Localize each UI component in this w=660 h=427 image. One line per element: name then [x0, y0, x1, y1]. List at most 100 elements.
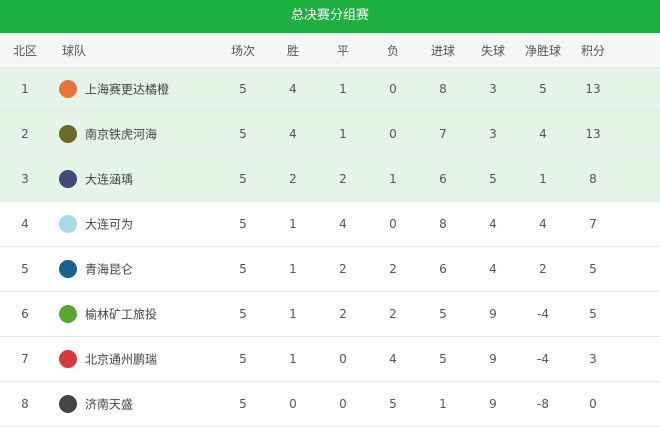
- col-team: 球队: [50, 33, 218, 67]
- col-won: 胜: [268, 33, 318, 67]
- table-row[interactable]: 6 榆林矿工旅投 5 1 2 2 5 9 -4 5: [0, 291, 660, 337]
- points-cell: 3: [568, 336, 618, 382]
- team-cell: 上海赛更达橘橙: [50, 67, 218, 112]
- goal-diff-cell: -8: [518, 381, 568, 427]
- played-cell: 5: [218, 156, 268, 202]
- drawn-cell: 1: [318, 67, 368, 112]
- points-cell: 7: [568, 201, 618, 247]
- team-logo-icon: [59, 215, 77, 233]
- rank-cell: 1: [0, 67, 50, 112]
- team-name[interactable]: 大连可为: [85, 217, 134, 232]
- won-cell: 1: [268, 246, 318, 292]
- team-logo-icon: [59, 305, 77, 323]
- played-cell: 5: [218, 291, 268, 337]
- drawn-cell: 0: [318, 336, 368, 382]
- drawn-cell: 2: [318, 291, 368, 337]
- col-points: 积分: [568, 33, 618, 67]
- goal-diff-cell: -4: [518, 336, 568, 382]
- goals-against-cell: 3: [468, 67, 518, 112]
- goal-diff-cell: 4: [518, 201, 568, 247]
- lost-cell: 2: [368, 291, 418, 337]
- played-cell: 5: [218, 246, 268, 292]
- lost-cell: 5: [368, 381, 418, 427]
- won-cell: 4: [268, 111, 318, 157]
- lost-cell: 0: [368, 67, 418, 112]
- points-cell: 13: [568, 67, 618, 112]
- goal-diff-cell: 4: [518, 111, 568, 157]
- rank-cell: 6: [0, 291, 50, 337]
- team-name[interactable]: 大连涵瑀: [85, 172, 134, 187]
- drawn-cell: 0: [318, 381, 368, 427]
- goals-for-cell: 1: [418, 381, 468, 427]
- rank-cell: 3: [0, 156, 50, 202]
- goals-for-cell: 8: [418, 67, 468, 112]
- goal-diff-cell: 5: [518, 67, 568, 112]
- goals-against-cell: 3: [468, 111, 518, 157]
- goals-against-cell: 9: [468, 291, 518, 337]
- won-cell: 4: [268, 67, 318, 112]
- standings-table: 北区 球队 场次 胜 平 负 进球 失球 净胜球 积分 1 上海赛更达橘橙 5 4 1 0…: [0, 33, 660, 427]
- drawn-cell: 2: [318, 156, 368, 202]
- header-row: 北区 球队 场次 胜 平 负 进球 失球 净胜球 积分: [0, 33, 660, 67]
- played-cell: 5: [218, 67, 268, 112]
- goal-diff-cell: -4: [518, 291, 568, 337]
- team-logo-icon: [59, 170, 77, 188]
- lost-cell: 1: [368, 156, 418, 202]
- played-cell: 5: [218, 111, 268, 157]
- team-cell: 青海昆仑: [50, 246, 218, 292]
- won-cell: 1: [268, 291, 318, 337]
- table-row[interactable]: 2 南京铁虎河海 5 4 1 0 7 3 4 13: [0, 111, 660, 157]
- won-cell: 1: [268, 336, 318, 382]
- goals-for-cell: 5: [418, 291, 468, 337]
- drawn-cell: 2: [318, 246, 368, 292]
- col-lost: 负: [368, 33, 418, 67]
- rank-cell: 2: [0, 111, 50, 157]
- lost-cell: 2: [368, 246, 418, 292]
- points-cell: 5: [568, 246, 618, 292]
- drawn-cell: 4: [318, 201, 368, 247]
- rank-cell: 7: [0, 336, 50, 382]
- table-row[interactable]: 5 青海昆仑 5 1 2 2 6 4 2 5: [0, 246, 660, 292]
- col-goal-diff: 净胜球: [518, 33, 568, 67]
- goals-for-cell: 8: [418, 201, 468, 247]
- team-cell: 北京通州鹏瑞: [50, 336, 218, 382]
- points-cell: 0: [568, 381, 618, 427]
- team-name[interactable]: 济南天盛: [85, 397, 134, 412]
- played-cell: 5: [218, 336, 268, 382]
- played-cell: 5: [218, 381, 268, 427]
- goals-against-cell: 9: [468, 381, 518, 427]
- team-name[interactable]: 上海赛更达橘橙: [85, 82, 170, 97]
- team-name[interactable]: 北京通州鹏瑞: [85, 352, 158, 367]
- goal-diff-cell: 2: [518, 246, 568, 292]
- won-cell: 2: [268, 156, 318, 202]
- rank-cell: 4: [0, 201, 50, 247]
- col-drawn: 平: [318, 33, 368, 67]
- team-cell: 济南天盛: [50, 381, 218, 427]
- table-row[interactable]: 4 大连可为 5 1 4 0 8 4 4 7: [0, 201, 660, 247]
- col-goals-for: 进球: [418, 33, 468, 67]
- won-cell: 0: [268, 381, 318, 427]
- rank-cell: 8: [0, 381, 50, 427]
- team-logo-icon: [59, 350, 77, 368]
- goals-for-cell: 6: [418, 156, 468, 202]
- team-cell: 大连涵瑀: [50, 156, 218, 202]
- team-logo-icon: [59, 80, 77, 98]
- rank-cell: 5: [0, 246, 50, 292]
- table-row[interactable]: 3 大连涵瑀 5 2 2 1 6 5 1 8: [0, 156, 660, 202]
- won-cell: 1: [268, 201, 318, 247]
- table-row[interactable]: 8 济南天盛 5 0 0 5 1 9 -8 0: [0, 381, 660, 427]
- team-cell: 大连可为: [50, 201, 218, 247]
- team-name[interactable]: 榆林矿工旅投: [85, 307, 158, 322]
- team-name[interactable]: 南京铁虎河海: [85, 127, 158, 142]
- table-title: 总决赛分组赛: [0, 0, 660, 33]
- goals-against-cell: 4: [468, 201, 518, 247]
- played-cell: 5: [218, 201, 268, 247]
- lost-cell: 4: [368, 336, 418, 382]
- team-name[interactable]: 青海昆仑: [85, 262, 134, 277]
- goals-against-cell: 9: [468, 336, 518, 382]
- col-goals-against: 失球: [468, 33, 518, 67]
- table-row[interactable]: 7 北京通州鹏瑞 5 1 0 4 5 9 -4 3: [0, 336, 660, 382]
- points-cell: 5: [568, 291, 618, 337]
- team-cell: 南京铁虎河海: [50, 111, 218, 157]
- table-row[interactable]: 1 上海赛更达橘橙 5 4 1 0 8 3 5 13: [0, 67, 660, 112]
